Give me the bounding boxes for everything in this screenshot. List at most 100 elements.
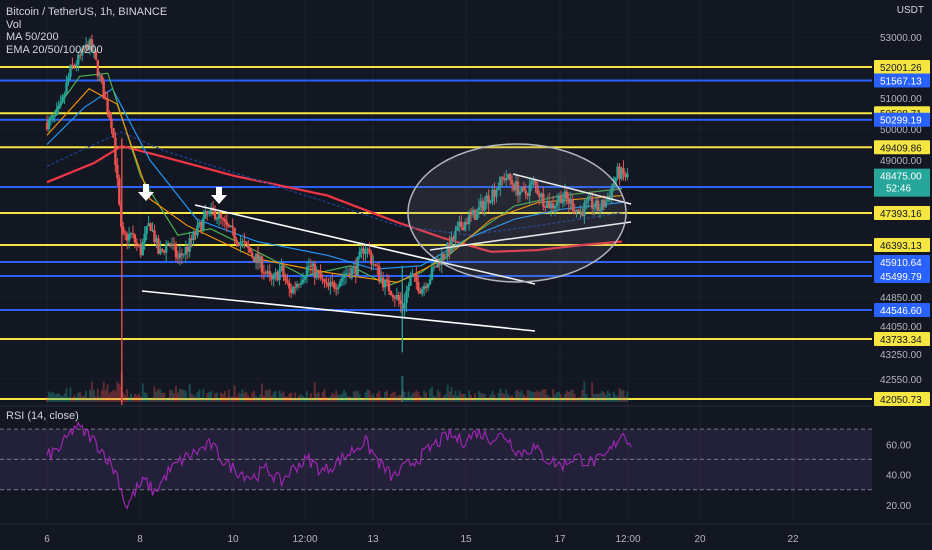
volume-bar <box>487 396 490 402</box>
candle-body <box>520 186 524 192</box>
volume-bar <box>51 391 54 402</box>
candle-body <box>508 173 512 181</box>
candle-body <box>424 285 428 288</box>
candle-body <box>338 281 342 287</box>
volume-bar <box>182 390 185 402</box>
candle-body <box>188 238 191 252</box>
volume-bar <box>178 389 181 402</box>
candle-body <box>305 266 309 277</box>
volume-bar <box>604 394 607 402</box>
candle-body <box>587 196 590 201</box>
volume-bar <box>225 397 228 402</box>
candle-body <box>114 137 117 165</box>
candle-body <box>90 39 94 51</box>
candle-body <box>471 209 475 215</box>
candle-body <box>147 223 150 227</box>
candle-body <box>163 250 166 253</box>
symbol-title: Bitcoin / TetherUS, 1h, BINANCE <box>6 6 168 18</box>
volume-bar <box>149 398 152 402</box>
volume-bar <box>155 391 158 402</box>
volume-bar <box>362 398 365 402</box>
price-tick-label: 49000.00 <box>880 156 922 167</box>
candle-body <box>485 195 488 202</box>
volume-bar <box>329 395 332 402</box>
candle-body <box>243 241 246 243</box>
candle-body <box>127 234 131 241</box>
volume-bar <box>94 396 97 402</box>
ma-indicator-label[interactable]: MA 50/200 <box>6 31 59 43</box>
volume-bar <box>341 393 344 402</box>
candle-body <box>159 249 162 254</box>
candle-body <box>239 242 242 246</box>
candle-body <box>546 201 549 208</box>
candle-body <box>336 286 340 290</box>
volume-bar <box>466 398 469 402</box>
volume-bar <box>47 391 50 402</box>
candle-body <box>151 230 154 232</box>
volume-bar <box>489 394 492 402</box>
volume-bar <box>429 389 432 402</box>
volume-bar <box>491 390 494 402</box>
volume-bar <box>173 393 176 402</box>
ema-indicator-label[interactable]: EMA 20/50/100/200 <box>6 43 103 56</box>
volume-bar <box>417 392 420 402</box>
level-price-label: 50299.19 <box>880 116 922 127</box>
candle-body <box>409 277 412 286</box>
candle-body <box>59 102 62 106</box>
time-tick-label: 20 <box>694 534 706 545</box>
volume-bar <box>290 392 293 402</box>
volume-bar <box>92 389 95 402</box>
candle-body <box>235 239 238 243</box>
time-tick-label: 22 <box>787 534 799 545</box>
volume-bar <box>260 383 263 402</box>
candle-body <box>157 238 160 254</box>
currency-label[interactable]: USDT <box>896 5 924 16</box>
volume-bar <box>589 398 592 402</box>
volume-bar <box>311 398 314 402</box>
volume-bar <box>620 390 623 402</box>
candle-body <box>618 166 621 179</box>
rsi-indicator-label[interactable]: RSI (14, close) <box>6 410 79 422</box>
volume-bar <box>88 389 91 402</box>
volume-bar <box>96 388 99 402</box>
volume-bar <box>518 392 521 402</box>
trendline-lower <box>141 290 536 332</box>
candle-body <box>149 223 152 231</box>
volume-bar <box>434 396 437 402</box>
volume-bar <box>317 392 320 402</box>
volume-bar <box>108 393 111 402</box>
candle-body <box>47 119 51 130</box>
volume-bar <box>481 393 484 402</box>
volume-bar <box>432 395 435 402</box>
candle-body <box>112 128 115 138</box>
level-price-tag <box>874 60 930 74</box>
vol-indicator-label[interactable]: Vol <box>6 18 22 31</box>
volume-bar <box>116 381 119 402</box>
candle-body <box>473 209 477 220</box>
candle-body <box>487 195 490 204</box>
candle-body <box>458 221 461 227</box>
volume-bar <box>499 388 502 402</box>
volume-bar <box>501 392 504 402</box>
volume-bar <box>573 393 576 402</box>
candle-body <box>180 253 184 256</box>
volume-bar <box>358 393 361 402</box>
volume-bar <box>495 398 498 402</box>
volume-bar <box>217 398 220 402</box>
volume-bar <box>397 394 400 402</box>
volume-bar <box>243 392 246 402</box>
volume-bar <box>415 389 418 402</box>
candle-body <box>286 280 289 283</box>
volume-bar <box>571 389 574 402</box>
candle-body <box>383 279 387 288</box>
rsi-tick-label: 40.00 <box>886 471 911 482</box>
volume-bar <box>219 392 222 402</box>
candle-body <box>553 205 557 209</box>
volume-bar <box>305 391 308 402</box>
volume-bar <box>57 393 60 402</box>
price-tick-label: 53000.00 <box>880 33 922 44</box>
volume-bar <box>389 393 392 402</box>
current-price-label: 48475.00 <box>880 172 922 183</box>
volume-bar <box>323 389 326 402</box>
